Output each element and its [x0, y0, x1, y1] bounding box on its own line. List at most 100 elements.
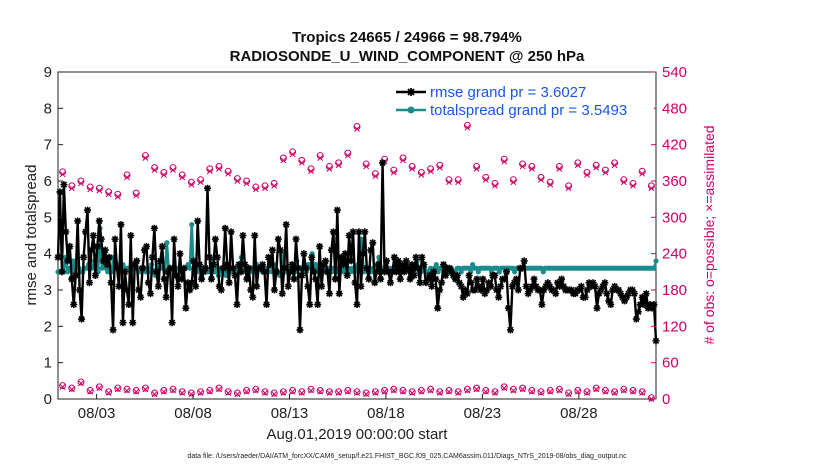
obs-assimilated-point [326, 165, 333, 172]
obs-assimilated-point [344, 152, 351, 159]
rmse-point [331, 275, 339, 283]
obs-assimilated-point [648, 185, 655, 192]
obs-assimilated-point [547, 181, 554, 188]
rmse-point [200, 268, 208, 276]
rmse-point [249, 293, 257, 301]
obs-assimilated-point [556, 165, 563, 172]
obs-assimilated-point [252, 186, 259, 193]
obs-assimilated-point [519, 163, 526, 170]
totalspread-point [70, 258, 76, 264]
legend-rmse-label: rmse grand pr = 3.6027 [430, 84, 586, 101]
rmse-point [316, 242, 324, 250]
rmse-point [119, 319, 127, 327]
rmse-point [300, 250, 308, 258]
rmse-point [601, 279, 609, 287]
rmse-point [259, 261, 267, 269]
rmse-point [473, 275, 481, 283]
obs-possible-low-point [445, 387, 453, 395]
rmse-point [84, 206, 92, 214]
obs-assimilated-point [455, 179, 462, 186]
obs-assimilated-low-point [326, 389, 333, 396]
obs-assimilated-point [234, 178, 241, 184]
rmse-point [304, 282, 312, 290]
obs-possible-low-point [353, 388, 361, 396]
rmse-point [624, 290, 632, 298]
obs-possible-low-point [59, 382, 67, 390]
obs-assimilated-low-point [335, 389, 342, 396]
obs-assimilated-low-point [216, 386, 222, 393]
obs-assimilated-point [243, 180, 250, 187]
obs-assimilated-point [620, 179, 627, 186]
rmse-point [634, 308, 642, 316]
obs-assimilated-low-point [528, 388, 535, 395]
obs-possible-low-point [132, 387, 140, 395]
obs-assimilated-point [611, 162, 618, 169]
obs-assimilated-low-point [519, 386, 526, 393]
obs-assimilated-low-point [78, 380, 84, 387]
obs-possible-low-point [279, 388, 287, 396]
obs-assimilated-point [59, 171, 66, 178]
rmse-point [497, 282, 505, 290]
rmse-point [113, 264, 121, 272]
rmse-point [453, 271, 461, 279]
rmse-point [540, 286, 548, 294]
rmse-point [622, 293, 630, 301]
obs-assimilated-low-point [179, 389, 186, 396]
rmse-point [325, 290, 333, 298]
y-tick-label: 1 [44, 355, 52, 372]
rmse-point [384, 268, 392, 276]
rmse-point [648, 304, 656, 312]
y-right-tick-label: 180 [662, 282, 687, 299]
rmse-point [337, 253, 345, 261]
rmse-point [70, 301, 78, 309]
rmse-point [253, 282, 261, 290]
rmse-point [424, 275, 432, 283]
obs-assimilated-point [188, 181, 195, 188]
rmse-point [406, 275, 414, 283]
obs-assimilated-low-point [252, 387, 259, 394]
rmse-point [217, 286, 225, 294]
rmse-point [479, 275, 487, 283]
rmse-point [188, 279, 196, 287]
rmse-point [442, 271, 450, 279]
obs-assimilated-low-point [556, 387, 563, 394]
obs-possible-low-point [335, 388, 343, 396]
rmse-point [143, 242, 151, 250]
obs-assimilated-low-point [446, 388, 452, 395]
rmse-point [591, 282, 599, 290]
obs-possible-low-point [233, 389, 241, 397]
rmse-point [554, 279, 562, 287]
rmse-point [483, 286, 491, 294]
rmse-point [284, 282, 292, 290]
obs-assimilated-low-point [510, 387, 517, 394]
rmse-point [434, 304, 442, 312]
rmse-point [184, 279, 192, 287]
obs-possible-low-point [151, 389, 159, 397]
obs-assimilated-point [464, 124, 471, 131]
rmse-point [546, 282, 554, 290]
rmse-point [235, 261, 243, 269]
totalspread-point [164, 240, 170, 246]
rmse-point [68, 275, 76, 283]
y-tick-label: 5 [44, 209, 52, 226]
y-axis-label: rmse and totalspread [23, 165, 40, 306]
rmse-point [532, 282, 540, 290]
obs-assimilated-low-point [427, 387, 434, 394]
rmse-point [56, 188, 64, 196]
obs-assimilated-low-point [538, 389, 544, 396]
rmse-point [66, 242, 74, 250]
rmse-point [414, 264, 422, 272]
obs-assimilated-low-point [317, 388, 324, 395]
rmse-point [233, 301, 241, 309]
rmse-point [528, 282, 536, 290]
rmse-point [396, 275, 404, 283]
totalspread-point [187, 265, 193, 271]
rmse-point [381, 268, 389, 276]
obs-possible-low-point [427, 385, 435, 393]
obs-assimilated-point [96, 187, 103, 194]
obs-assimilated-low-point [298, 389, 305, 396]
totalspread-point [651, 265, 657, 271]
rmse-point [335, 290, 343, 298]
y-axis-right-label: # of obs: o=possible; ×=assimilated [701, 125, 717, 344]
obs-assimilated-point [473, 165, 480, 172]
